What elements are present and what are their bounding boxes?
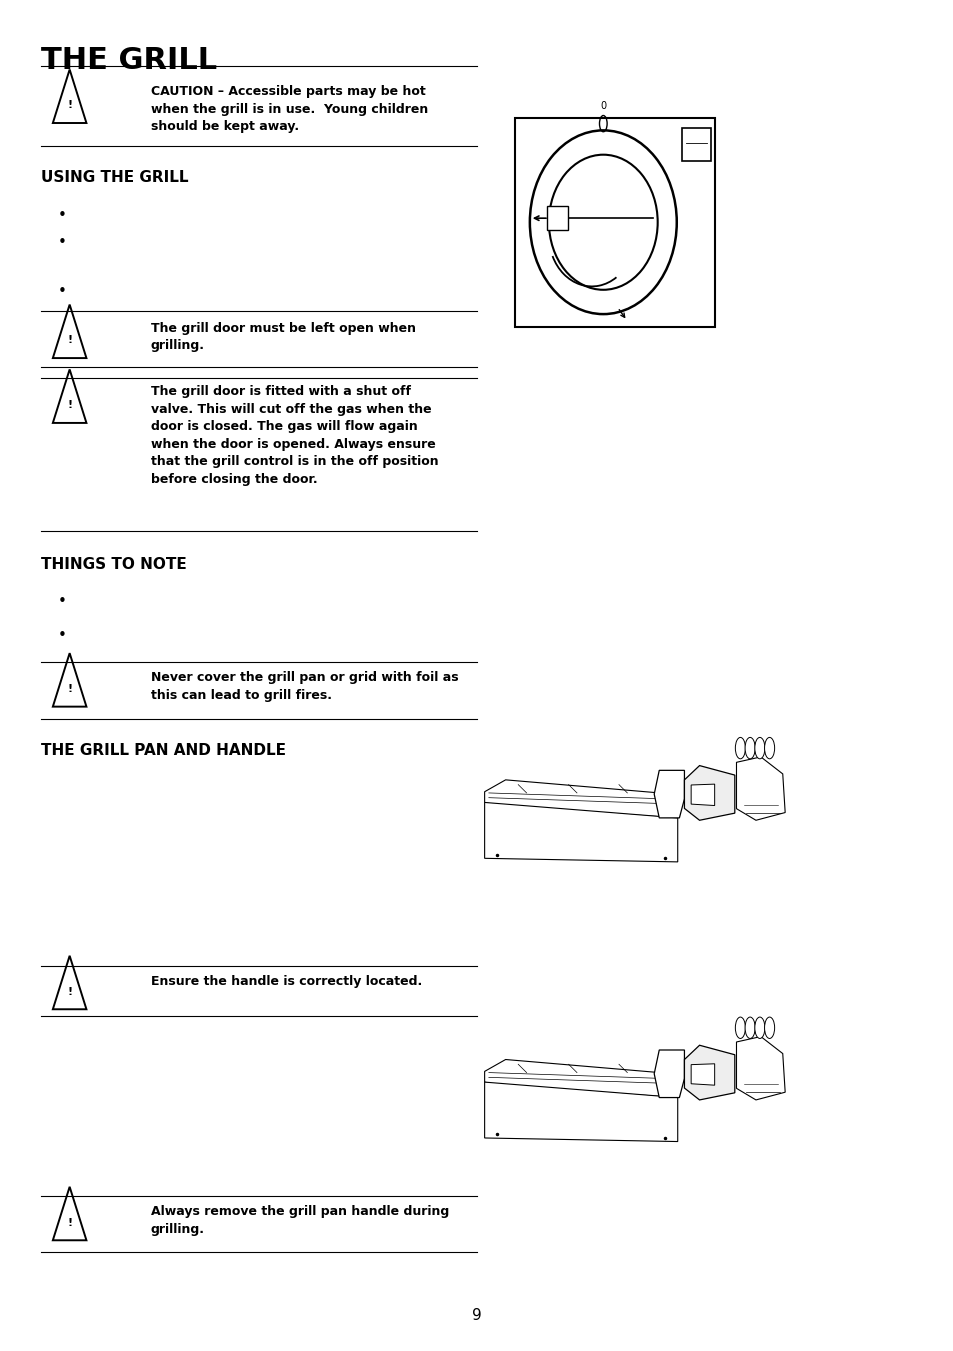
Polygon shape (484, 802, 677, 862)
Text: The grill door is fitted with a shut off
valve. This will cut off the gas when t: The grill door is fitted with a shut off… (151, 385, 437, 485)
Text: !: ! (67, 335, 72, 346)
Text: •: • (58, 594, 67, 609)
Text: 9: 9 (472, 1308, 481, 1323)
Ellipse shape (744, 1017, 755, 1039)
Text: Always remove the grill pan handle during
grilling.: Always remove the grill pan handle durin… (151, 1205, 449, 1236)
Text: !: ! (67, 1217, 72, 1228)
Polygon shape (736, 1036, 784, 1100)
Ellipse shape (754, 738, 764, 759)
Ellipse shape (763, 738, 774, 759)
Polygon shape (683, 1046, 734, 1100)
Text: USING THE GRILL: USING THE GRILL (41, 170, 189, 185)
Text: •: • (58, 235, 67, 250)
Text: !: ! (67, 986, 72, 997)
Text: CAUTION – Accessible parts may be hot
when the grill is in use.  Young children
: CAUTION – Accessible parts may be hot wh… (151, 85, 428, 134)
Polygon shape (683, 766, 734, 820)
Text: THE GRILL PAN AND HANDLE: THE GRILL PAN AND HANDLE (41, 743, 286, 758)
Polygon shape (484, 780, 677, 817)
Ellipse shape (735, 1017, 744, 1039)
Text: •: • (58, 628, 67, 643)
Bar (546, 205, 567, 230)
Text: 0: 0 (599, 101, 606, 112)
Text: Ensure the handle is correctly located.: Ensure the handle is correctly located. (151, 975, 421, 989)
Ellipse shape (763, 1017, 774, 1039)
Ellipse shape (744, 738, 755, 759)
Text: !: ! (67, 400, 72, 411)
Text: !: ! (67, 100, 72, 111)
Polygon shape (690, 784, 714, 805)
Polygon shape (654, 770, 683, 817)
Text: !: ! (67, 684, 72, 694)
Ellipse shape (735, 738, 744, 759)
Polygon shape (690, 1063, 714, 1085)
Text: Never cover the grill pan or grid with foil as
this can lead to grill fires.: Never cover the grill pan or grid with f… (151, 671, 457, 703)
Text: THINGS TO NOTE: THINGS TO NOTE (41, 557, 187, 571)
Polygon shape (484, 1059, 677, 1097)
Polygon shape (736, 757, 784, 820)
Bar (515, 118, 715, 327)
Text: THE GRILL: THE GRILL (41, 46, 217, 74)
Ellipse shape (754, 1017, 764, 1039)
Bar (681, 128, 710, 161)
Polygon shape (484, 1082, 677, 1142)
Polygon shape (654, 1050, 683, 1097)
Text: The grill door must be left open when
grilling.: The grill door must be left open when gr… (151, 322, 416, 353)
Text: •: • (58, 208, 67, 223)
Text: •: • (58, 284, 67, 299)
